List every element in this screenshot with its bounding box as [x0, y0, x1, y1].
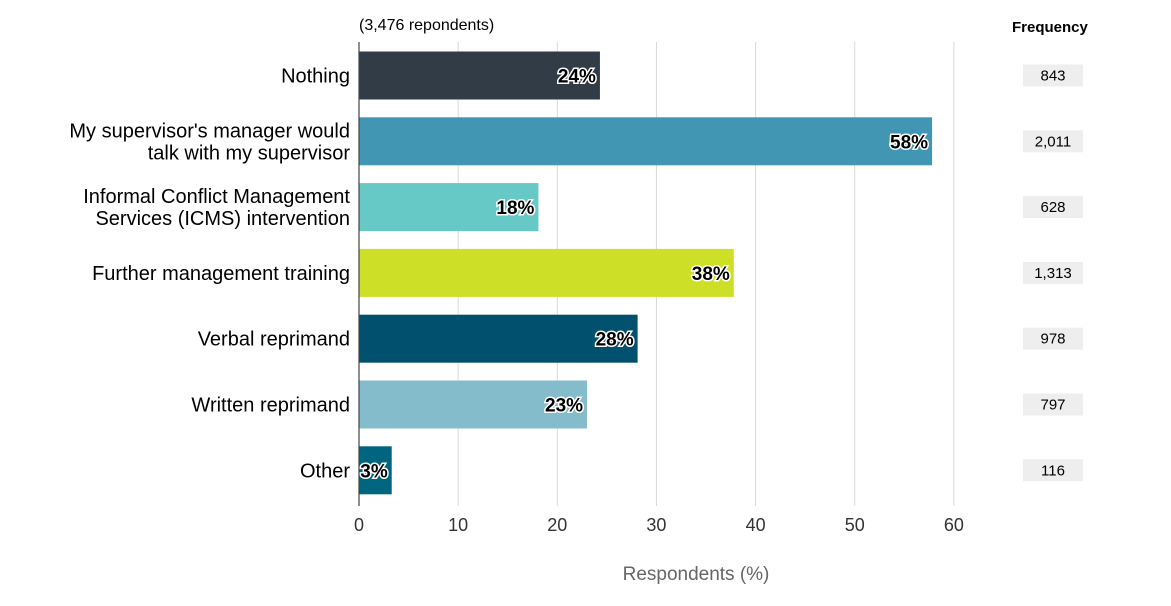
bar	[359, 314, 638, 363]
frequency-box	[1023, 459, 1083, 482]
bar	[359, 117, 933, 166]
x-tick-label: 60	[944, 515, 964, 535]
bar-value-label: 58%	[890, 132, 928, 153]
frequency-box	[1023, 196, 1083, 219]
bar-value-label: 38%	[692, 264, 730, 285]
bar	[359, 446, 392, 495]
bar-value-label: 3%	[360, 461, 388, 482]
frequency-value: 843	[1040, 68, 1065, 85]
bar-value-label: 24%	[558, 67, 596, 88]
bar-value-label: 23%	[545, 396, 583, 417]
x-tick-label: 30	[646, 515, 666, 535]
category-label: Further management training	[92, 263, 350, 285]
category-label: Verbal reprimand	[198, 329, 350, 351]
bar	[359, 183, 539, 232]
bar	[359, 248, 734, 297]
x-tick-label: 0	[354, 515, 364, 535]
frequency-box	[1023, 393, 1083, 416]
category-label: Informal Conflict Management	[83, 186, 350, 208]
frequency-box	[1023, 64, 1083, 87]
category-label: My supervisor's manager would	[69, 120, 350, 142]
category-label: Other	[300, 460, 350, 482]
frequency-value: 116	[1041, 462, 1065, 479]
frequency-value: 628	[1040, 199, 1065, 216]
category-label: Written reprimand	[191, 395, 350, 417]
bar	[359, 51, 600, 100]
bar-value-label: 18%	[496, 198, 534, 219]
frequency-box	[1023, 130, 1083, 153]
frequency-value: 797	[1040, 397, 1065, 414]
category-label: talk with my supervisor	[148, 142, 351, 164]
x-tick-label: 20	[547, 515, 567, 535]
frequency-box	[1023, 327, 1083, 350]
frequency-value: 2,011	[1035, 133, 1071, 150]
frequency-box	[1023, 261, 1083, 284]
category-label: Services (ICMS) intervention	[95, 208, 350, 230]
bar-value-label: 28%	[596, 330, 634, 351]
frequency-column-header: Frequency	[1012, 19, 1088, 36]
category-label: Nothing	[281, 66, 350, 88]
x-axis-label: Respondents (%)	[622, 564, 770, 585]
x-tick-label: 40	[746, 515, 766, 535]
respondent-count-note: (3,476 repondents)	[359, 17, 495, 34]
x-tick-label: 50	[845, 515, 865, 535]
frequency-value: 1,313	[1034, 265, 1072, 282]
bar	[359, 380, 588, 429]
frequency-value: 978	[1040, 331, 1065, 348]
x-tick-label: 10	[448, 515, 468, 535]
